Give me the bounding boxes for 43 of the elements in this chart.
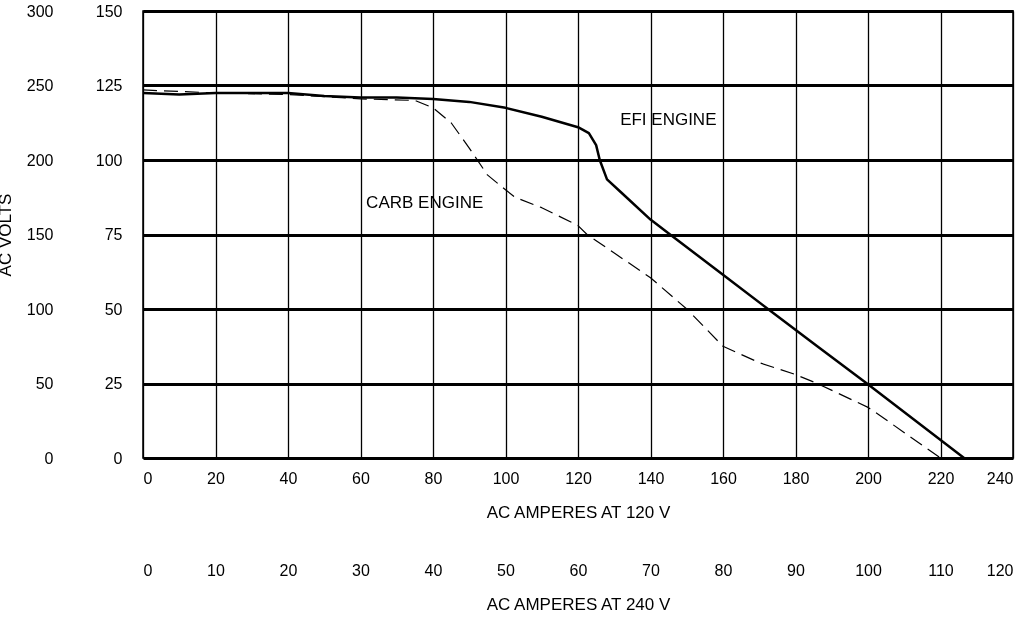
y2-tick-label: 100 bbox=[95, 151, 123, 169]
x-tick-label: 40 bbox=[279, 469, 298, 487]
x2-tick-label: 10 bbox=[207, 561, 225, 579]
x2-tick-label: 70 bbox=[642, 561, 660, 579]
y-tick-label: 150 bbox=[26, 226, 54, 243]
x-tick-label: 200 bbox=[855, 469, 882, 487]
x2-tick-label: 30 bbox=[352, 561, 370, 579]
x-tick-label: 240 bbox=[986, 469, 1014, 487]
x2-tick-label: 0 bbox=[143, 561, 153, 579]
x2-tick-label: 50 bbox=[497, 561, 515, 579]
y-tick-label: 250 bbox=[26, 77, 54, 94]
x-tick-label: 100 bbox=[492, 469, 520, 487]
y-tick-label: 200 bbox=[26, 151, 54, 169]
x2-tick-label: 90 bbox=[787, 561, 805, 579]
x-tick-label: 0 bbox=[143, 469, 153, 487]
y-tick-label: 300 bbox=[26, 2, 54, 20]
x2-tick-label: 60 bbox=[569, 561, 588, 579]
y-tick-label: 0 bbox=[44, 449, 54, 467]
y2-tick-label: 25 bbox=[104, 375, 123, 392]
x-tick-label: 60 bbox=[352, 469, 370, 487]
series-label: EFI ENGINE bbox=[620, 110, 717, 130]
y2-tick-label: 125 bbox=[95, 77, 123, 94]
x2-tick-label: 20 bbox=[279, 561, 298, 579]
x-axis-title: AC AMPERES AT 120 V bbox=[486, 502, 671, 522]
x2-tick-label: 120 bbox=[986, 561, 1014, 579]
x-tick-label: 20 bbox=[207, 469, 225, 487]
x2-tick-label: 80 bbox=[714, 561, 733, 579]
y-tick-label: 50 bbox=[35, 375, 54, 392]
y2-tick-label: 0 bbox=[113, 449, 123, 467]
x-tick-label: 180 bbox=[782, 469, 810, 487]
x-tick-label: 80 bbox=[424, 469, 443, 487]
y2-tick-label: 150 bbox=[95, 2, 123, 20]
x-tick-label: 140 bbox=[637, 469, 665, 487]
y2-tick-label: 50 bbox=[104, 300, 123, 318]
y2-tick-label: 75 bbox=[104, 226, 123, 243]
x2-axis-title: AC AMPERES AT 240 V bbox=[486, 594, 671, 614]
x2-tick-label: 110 bbox=[928, 561, 954, 579]
x2-tick-label: 40 bbox=[424, 561, 443, 579]
x-tick-label: 120 bbox=[565, 469, 592, 487]
y-tick-label: 100 bbox=[26, 300, 54, 318]
x-tick-label: 160 bbox=[710, 469, 737, 487]
x-tick-label: 220 bbox=[927, 469, 955, 487]
x2-tick-label: 100 bbox=[855, 561, 882, 579]
